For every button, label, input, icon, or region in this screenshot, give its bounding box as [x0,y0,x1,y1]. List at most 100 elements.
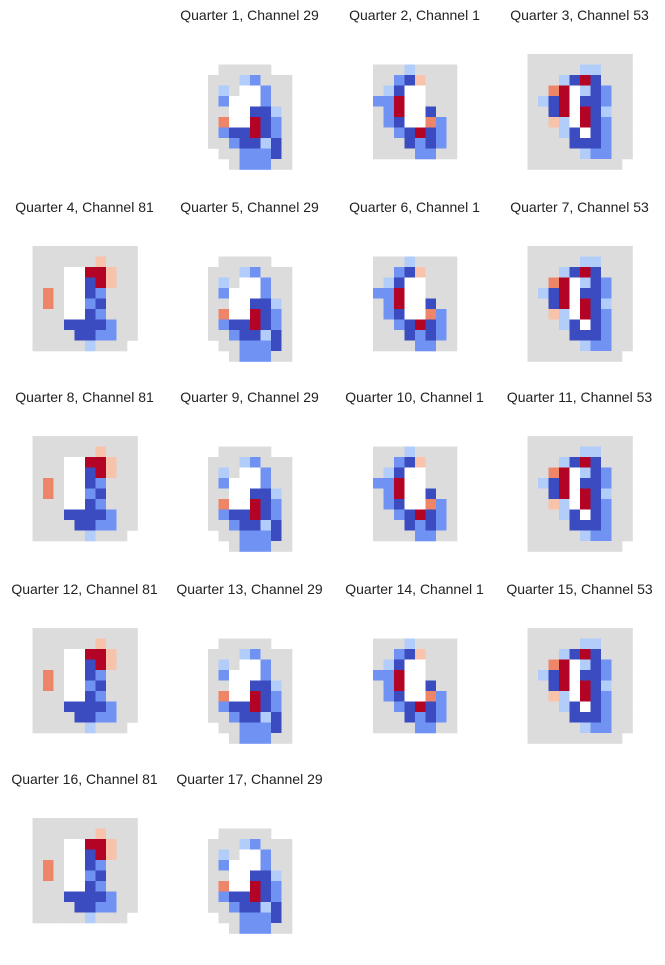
heatmap-cell [32,319,44,331]
heatmap-cell [569,106,581,118]
heatmap-cell [271,839,282,850]
heatmap-cell [383,106,395,118]
heatmap-cell [601,701,612,713]
heatmap-cell [590,85,602,97]
heatmap-cell [383,277,395,289]
heatmap-cell [559,246,570,257]
heatmap-cell [218,138,230,149]
heatmap-cell [64,330,75,341]
heatmap-cell [373,467,384,479]
heatmap-cell [425,478,437,489]
heatmap-cell [74,860,86,871]
heatmap-cell [95,912,107,924]
heatmap-cell [106,849,117,861]
heatmap-cell [229,649,240,660]
heatmap-cell [559,54,570,65]
heatmap-cell [569,277,581,289]
heatmap-cell [74,319,86,331]
heatmap-cell [373,446,384,458]
heatmap-cell [281,881,293,892]
heatmap-cell [229,330,240,341]
heatmap-cell [64,680,75,692]
heatmap-cell [590,509,602,521]
heatmap-cell [590,478,602,489]
heatmap-cell [53,446,65,458]
heatmap-cell [260,340,272,352]
heatmap-cell [569,309,581,320]
heatmap-cell [383,148,395,160]
heatmap-cell [601,319,612,331]
heatmap-cell [538,267,549,278]
heatmap-cell [527,659,539,671]
heatmap-cell [281,691,293,702]
heatmap-cell [250,138,261,149]
heatmap-cell [601,541,612,552]
heatmap-cell [271,670,282,681]
heatmap-cell [250,159,261,170]
heatmap-cell [601,54,612,65]
heatmap-cell [548,446,560,458]
heatmap-panel: Quarter 8, Channel 81 [2,388,167,578]
heatmap-cell [239,712,251,723]
heatmap-cell [383,520,395,531]
heatmap-cell [85,670,96,681]
heatmap-cell [601,680,612,692]
heatmap-cell [538,509,549,521]
heatmap-svg [527,246,633,362]
heatmap-cell [622,457,633,468]
heatmap-cell [64,849,75,861]
heatmap-cell [548,267,560,278]
heatmap-cell [85,309,96,320]
heatmap-cell [373,277,384,289]
heatmap-cell [127,828,138,840]
heatmap-cell [436,478,447,489]
heatmap-cell [239,891,251,903]
heatmap-cell [559,670,570,681]
heatmap-cell [611,277,623,289]
heatmap-cell [271,712,282,723]
heatmap-cell [281,520,293,531]
heatmap-cell [425,701,437,713]
heatmap-cell [590,351,602,362]
heatmap-cell [127,870,138,882]
heatmap-cell [425,649,437,660]
heatmap-cell [559,138,570,149]
heatmap-cell [580,530,591,542]
heatmap-cell [239,912,251,924]
heatmap-cell [85,628,96,639]
heatmap-cell [250,85,261,97]
heatmap-cell [74,670,86,681]
heatmap-cell [239,117,251,128]
heatmap-cell [74,638,86,650]
heatmap-cell [559,309,570,320]
heatmap-cell [281,159,293,170]
heatmap-cell [559,701,570,713]
heatmap-cell [446,127,458,139]
heatmap-cell [271,520,282,531]
heatmap-cell [250,541,261,552]
heatmap-cell [53,881,65,892]
heatmap-cell [425,340,437,352]
heatmap-cell [622,117,633,128]
heatmap-cell [601,138,612,149]
heatmap-plot [332,226,497,388]
heatmap-cell [611,159,623,170]
heatmap-cell [601,148,612,160]
heatmap-cell [446,638,458,650]
heatmap-cell [373,256,384,268]
heatmap-cell [271,722,282,734]
heatmap-cell [569,64,581,76]
heatmap-cell [32,670,44,681]
heatmap-cell [106,256,117,268]
heatmap-cell [425,298,437,310]
heatmap-cell [538,530,549,542]
heatmap-cell [250,106,261,118]
heatmap-cell [53,288,65,299]
heatmap-cell [250,267,261,278]
heatmap-cell [271,75,282,86]
heatmap-cell [260,870,272,882]
heatmap-cell [281,659,293,671]
heatmap-cell [260,902,272,913]
empty-panel [2,6,167,196]
heatmap-cell [527,127,539,139]
